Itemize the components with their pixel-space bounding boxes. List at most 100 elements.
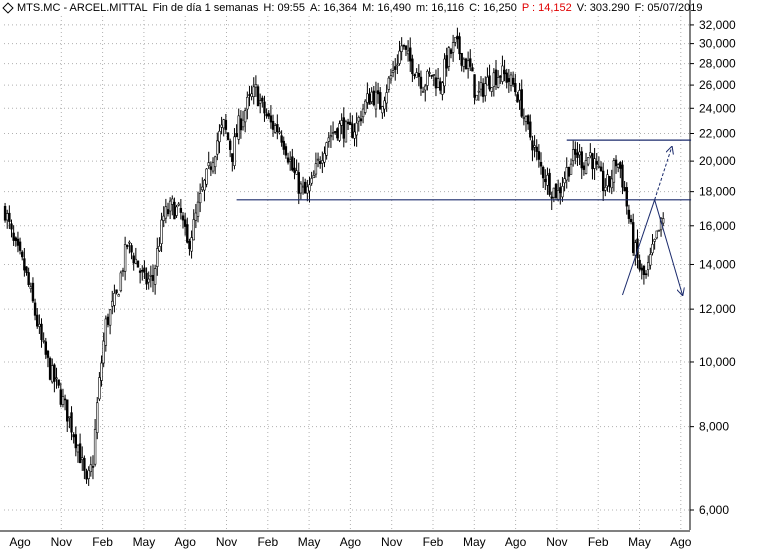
candle-body — [361, 108, 365, 118]
candle-body — [102, 340, 105, 364]
candle-body — [145, 272, 148, 285]
candle-body — [211, 162, 215, 172]
candle-body — [222, 119, 225, 129]
x-tick-label: Ago — [9, 535, 31, 549]
candle-body — [153, 268, 157, 285]
candle-body — [233, 136, 236, 166]
candle-body — [33, 302, 37, 316]
candle-body — [235, 133, 238, 138]
candle-body — [23, 258, 26, 271]
candle-body — [111, 300, 114, 307]
candle-body — [334, 131, 337, 133]
y-tick-label: 8,000 — [699, 420, 729, 434]
candle-body — [439, 81, 442, 91]
candle-body — [409, 47, 412, 62]
candle-body — [612, 160, 616, 183]
candle-body — [141, 269, 144, 272]
candle-body — [284, 146, 288, 156]
candle-body — [72, 434, 75, 438]
y-tick-label: 12,000 — [699, 302, 736, 316]
candle-body — [207, 162, 210, 167]
candle-body — [263, 101, 266, 114]
candle-body — [556, 190, 560, 200]
candle-body — [559, 187, 562, 194]
candle-body — [398, 50, 401, 64]
x-tick-label: Feb — [423, 535, 444, 549]
candle-body — [70, 412, 73, 433]
candle-body — [488, 75, 491, 90]
candle-body — [415, 72, 418, 78]
candle-body — [3, 205, 7, 221]
x-tick-label: Feb — [588, 535, 609, 549]
candle-body — [228, 140, 232, 150]
candle-body — [520, 89, 523, 117]
candle-body — [239, 118, 243, 131]
candle-body — [368, 93, 371, 105]
candle-body — [183, 219, 187, 227]
candle-body — [657, 229, 661, 232]
candle-body — [526, 115, 530, 125]
candle-body — [186, 224, 189, 243]
candle-body — [610, 178, 613, 189]
candle-body — [653, 239, 656, 242]
candle-body — [119, 272, 123, 292]
x-tick-label: Nov — [546, 535, 567, 549]
candle-body — [469, 58, 472, 67]
candle-body — [623, 187, 626, 192]
candle-body — [351, 123, 354, 138]
candle-body — [21, 251, 24, 258]
candle-body — [586, 157, 590, 165]
x-tick-label: May — [133, 535, 156, 549]
candle-body — [404, 45, 408, 50]
candle-body — [258, 100, 262, 104]
candle-body — [419, 76, 423, 89]
candle-body — [379, 92, 382, 110]
candle-body — [6, 213, 9, 221]
candle-body — [267, 113, 270, 117]
x-tick-label: Feb — [92, 535, 113, 549]
candle-body — [96, 402, 99, 433]
candle-body — [271, 120, 275, 130]
candle-body — [74, 434, 78, 449]
candle-body — [138, 270, 142, 273]
candle-body — [25, 266, 28, 273]
candle-body — [188, 241, 191, 250]
candle-body — [511, 77, 515, 85]
annotations — [236, 139, 692, 295]
candle-body — [59, 389, 63, 405]
candle-body — [629, 218, 633, 223]
candle-body — [518, 90, 521, 101]
y-tick-label: 14,000 — [699, 257, 736, 271]
candle-body — [164, 206, 168, 219]
candle-body — [563, 178, 566, 184]
candle-body — [376, 90, 380, 95]
candle-body — [604, 187, 607, 191]
candle-body — [608, 176, 611, 188]
y-tick-label: 22,000 — [699, 126, 736, 140]
candle-body — [411, 58, 414, 75]
y-tick-label: 10,000 — [699, 355, 736, 369]
candle-body — [460, 52, 463, 66]
candle-body — [524, 116, 528, 122]
candle-body — [595, 161, 598, 165]
candle-body — [394, 66, 397, 70]
candle-body — [552, 187, 556, 198]
candle-body — [190, 237, 193, 252]
grid-lines — [4, 16, 690, 530]
candle-body — [295, 170, 298, 175]
candle-body — [383, 100, 386, 110]
candle-body — [644, 273, 648, 276]
candle-body — [599, 166, 603, 172]
candle-body — [546, 174, 549, 186]
candle-body — [503, 69, 506, 75]
candle-body — [634, 242, 637, 256]
candle-body — [638, 259, 641, 270]
y-tick-label: 6,000 — [699, 503, 729, 517]
candle-body — [591, 153, 594, 170]
candle-body — [417, 72, 421, 77]
candle-body — [451, 42, 455, 53]
candle-body — [213, 156, 217, 168]
candle-body — [108, 309, 112, 326]
candle-body — [12, 232, 15, 241]
